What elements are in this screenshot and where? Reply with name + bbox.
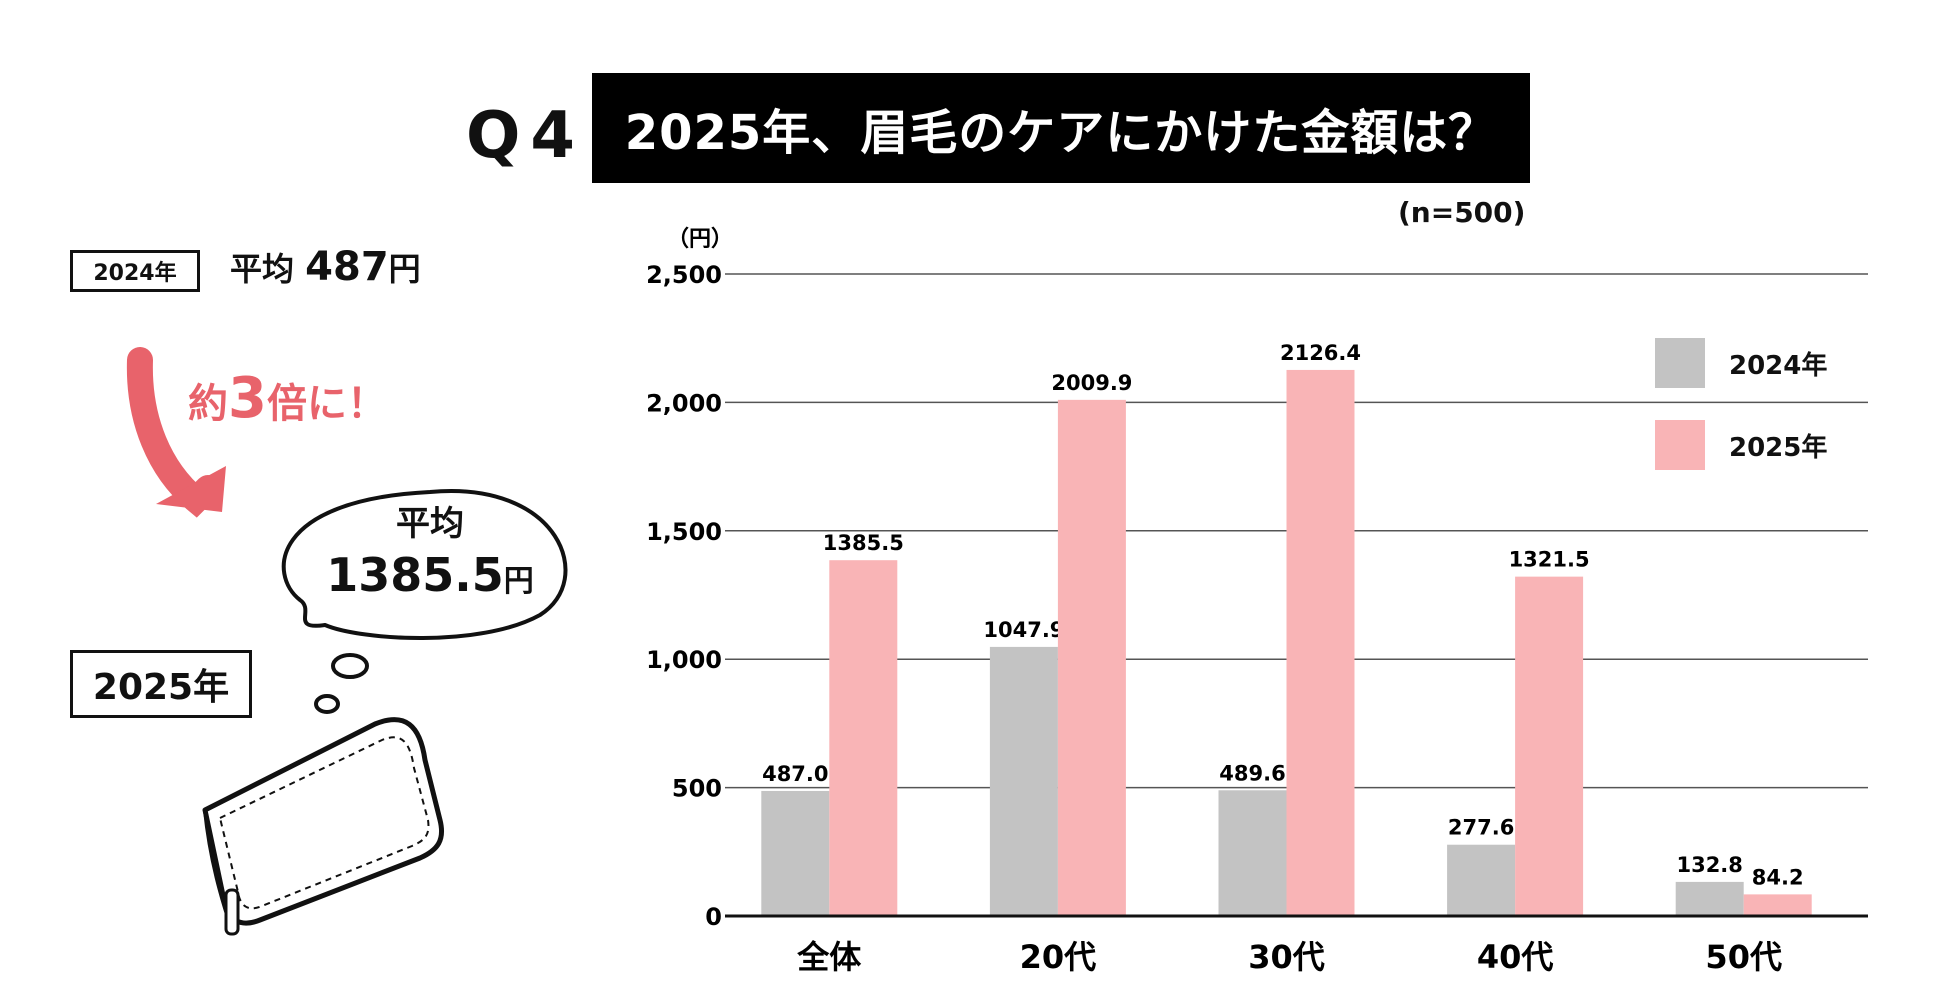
bar-2024 xyxy=(1218,790,1287,916)
year-2025-box: 2025年 xyxy=(70,650,252,718)
bar-2024 xyxy=(761,790,830,916)
y-tick-label: 1,000 xyxy=(646,646,722,674)
bar-2025 xyxy=(1515,576,1584,916)
sample-size: (n=500) xyxy=(1398,196,1526,229)
bar-2025 xyxy=(829,560,898,916)
y-tick-label: 0 xyxy=(705,903,722,931)
question-number: Q4 xyxy=(466,99,585,173)
data-label: 1321.5 xyxy=(1509,548,1590,572)
bubble-value-unit: 円 xyxy=(503,564,534,599)
legend-swatch-2025 xyxy=(1655,420,1705,470)
increase-callout: 約3倍に！ xyxy=(188,366,387,431)
y-tick-label: 2,500 xyxy=(646,261,722,289)
wallet-icon xyxy=(202,717,445,936)
page-title: 2025年、眉毛のケアにかけた金額は？ xyxy=(592,73,1530,183)
left-illustrations xyxy=(126,347,568,936)
bar-2024 xyxy=(1675,881,1744,916)
bar-2024 xyxy=(989,646,1058,916)
thought-bubble-icon xyxy=(281,489,568,714)
bar-2025 xyxy=(1743,894,1812,916)
bubble-value-number: 1385.5 xyxy=(326,548,504,602)
data-label: 2126.4 xyxy=(1280,341,1361,365)
average-2024-prefix: 平均 xyxy=(230,250,295,288)
x-tick-label: 50代 xyxy=(1705,938,1782,976)
data-label: 132.8 xyxy=(1676,853,1742,877)
data-label: 487.0 xyxy=(762,762,828,786)
bar-2025 xyxy=(1057,399,1126,916)
average-2024: 平均 487円 xyxy=(230,244,421,290)
bar-2025 xyxy=(1286,369,1355,916)
x-tick-label: 30代 xyxy=(1248,938,1325,976)
curved-arrow-icon xyxy=(126,347,226,518)
average-2024-unit: 円 xyxy=(388,250,421,288)
increase-multiplier: 3 xyxy=(228,366,267,431)
legend-label-2024: 2024年 xyxy=(1729,350,1828,381)
data-label: 1385.5 xyxy=(823,531,904,555)
y-axis-label: （円） xyxy=(667,227,733,252)
year-2024-box: 2024年 xyxy=(70,250,200,292)
average-2024-value: 487 xyxy=(305,244,389,290)
data-label: 2009.9 xyxy=(1051,371,1132,395)
increase-suffix: 倍に！ xyxy=(266,381,387,427)
x-tick-label: 全体 xyxy=(796,938,861,976)
y-tick-label: 500 xyxy=(672,775,722,803)
legend-item-2024: 2024年 xyxy=(1655,338,1827,388)
bar-2024 xyxy=(1447,844,1516,916)
x-tick-label: 20代 xyxy=(1020,938,1097,976)
bubble-average-value: 1385.5円 xyxy=(300,548,560,602)
data-label: 1047.9 xyxy=(983,618,1064,642)
bubble-average-label: 平均 xyxy=(396,504,464,544)
data-label: 489.6 xyxy=(1219,761,1285,785)
data-label: 84.2 xyxy=(1752,865,1804,889)
data-label: 277.6 xyxy=(1448,816,1514,840)
y-tick-label: 2,000 xyxy=(646,389,722,417)
legend-item-2025: 2025年 xyxy=(1655,420,1827,470)
y-tick-label: 1,500 xyxy=(646,518,722,546)
legend-label-2025: 2025年 xyxy=(1729,432,1828,463)
legend-swatch-2024 xyxy=(1655,338,1705,388)
increase-prefix: 約 xyxy=(188,381,228,427)
x-tick-label: 40代 xyxy=(1477,938,1554,976)
